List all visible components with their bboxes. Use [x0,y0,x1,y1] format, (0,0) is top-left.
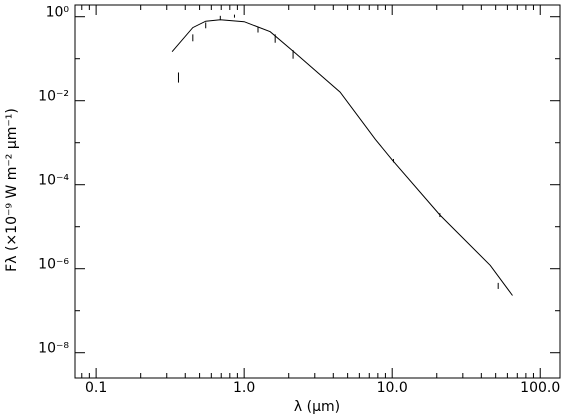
y-tick-label: 10⁻⁴ [38,173,69,189]
plot-frame [74,4,561,379]
x-tick-label: 100.0 [520,380,560,396]
y-tick-label: 10⁻⁸ [38,341,69,357]
model-line [171,19,513,296]
x-tick-label: 1.0 [233,380,255,396]
y-tick-label: 10⁻² [38,89,69,105]
y-tick-label: 10⁻⁶ [38,257,69,273]
y-tick-label: 10⁰ [46,5,70,21]
y-axis-label: Fλ (×10⁻⁹ W m⁻² µm⁻¹) [4,108,20,272]
x-axis-label: λ (µm) [294,399,340,415]
x-tick-label: 0.1 [85,380,107,396]
x-tick-label: 10.0 [377,380,408,396]
